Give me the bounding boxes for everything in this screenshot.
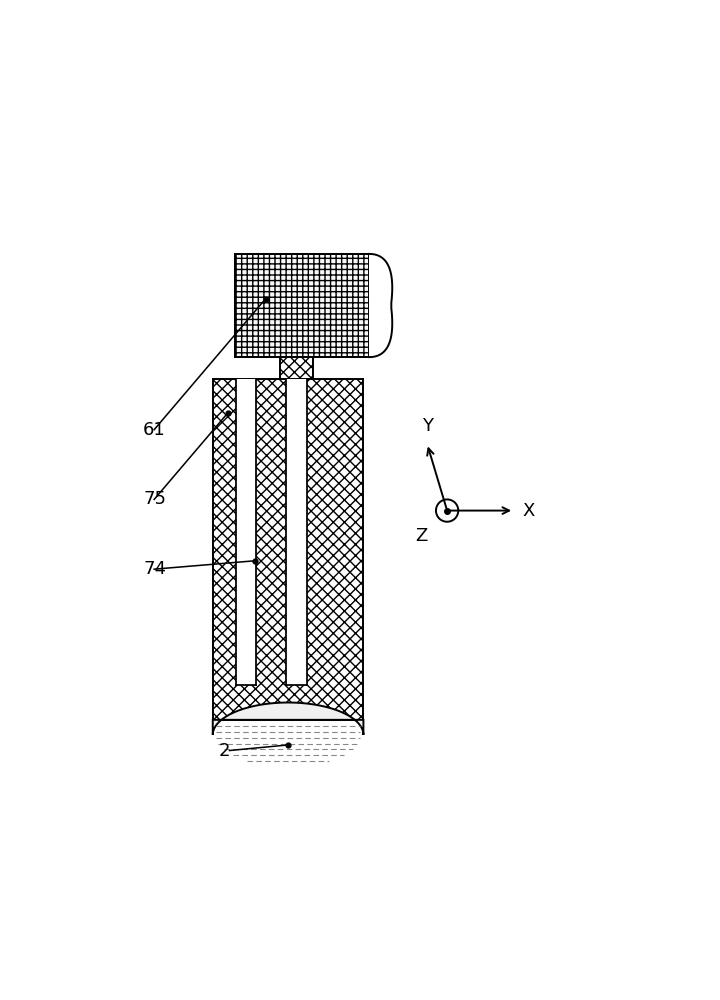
Text: Y: Y — [421, 417, 433, 435]
Polygon shape — [236, 379, 256, 685]
Polygon shape — [280, 357, 313, 382]
Polygon shape — [213, 703, 364, 735]
Circle shape — [436, 499, 459, 522]
Text: 2: 2 — [218, 742, 230, 760]
Text: 74: 74 — [143, 560, 166, 578]
Polygon shape — [287, 379, 307, 685]
Polygon shape — [213, 379, 364, 720]
Text: X: X — [523, 502, 535, 520]
Text: Z: Z — [415, 527, 427, 545]
Polygon shape — [369, 254, 425, 357]
Text: 75: 75 — [143, 490, 166, 508]
Text: 61: 61 — [143, 421, 166, 439]
Polygon shape — [235, 254, 369, 357]
